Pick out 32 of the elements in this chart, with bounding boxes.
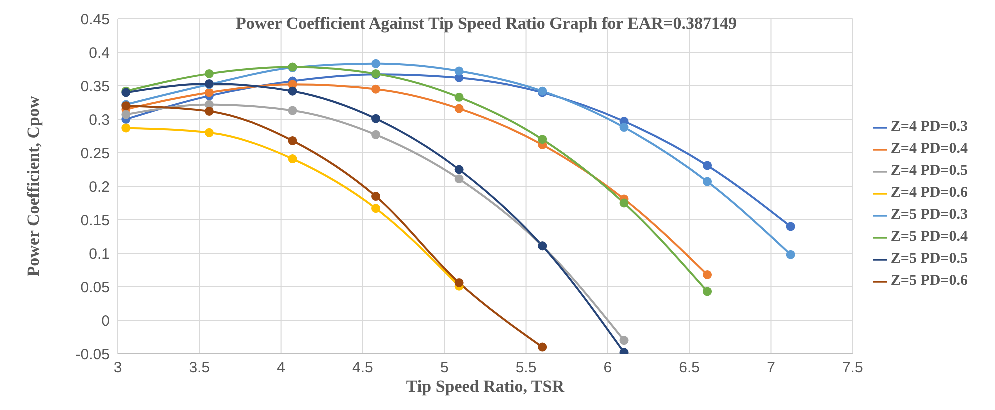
- y-tick-label: 0: [102, 312, 110, 330]
- y-tick-label: 0.35: [80, 78, 110, 96]
- x-tick-label: 3.5: [189, 360, 210, 377]
- x-tick-label: 5: [440, 360, 449, 377]
- y-tick-label: 0.3: [89, 112, 110, 129]
- legend-label: Z=5 PD=0.3: [890, 207, 968, 223]
- x-axis-title: Tip Speed Ratio, TSR: [406, 377, 566, 396]
- legend-label: Z=4 PD=0.3: [890, 119, 968, 135]
- legend-label: Z=5 PD=0.6: [890, 273, 968, 289]
- y-axis-title: Power Coefficient, Cpow: [24, 96, 44, 277]
- x-tick-label: 6: [604, 360, 612, 377]
- legend-label: Z=4 PD=0.6: [890, 185, 968, 201]
- x-tick-label: 5.5: [516, 360, 537, 377]
- legend-label: Z=5 PD=0.4: [890, 229, 968, 245]
- legend-label: Z=5 PD=0.5: [890, 251, 968, 267]
- y-tick-label: 0.4: [89, 44, 110, 62]
- y-tick-label: 0.2: [89, 178, 110, 196]
- x-tick-label: 7.5: [842, 360, 864, 377]
- x-tick-label: 4.5: [352, 360, 374, 377]
- x-tick-label: 7: [767, 360, 776, 377]
- y-tick-label: 0.05: [80, 279, 110, 296]
- chart-title: Power Coefficient Against Tip Speed Ratio Graph for EAR=0.387149: [235, 14, 738, 34]
- y-tick-label: 0.25: [80, 145, 110, 162]
- y-tick-label: -0.05: [76, 346, 110, 364]
- legend-label: Z=4 PD=0.5: [890, 163, 968, 179]
- x-tick-label: 4: [277, 360, 286, 377]
- x-tick-label: 3: [114, 360, 122, 377]
- y-tick-label: 0.45: [80, 11, 110, 28]
- y-tick-label: 0.15: [80, 212, 110, 230]
- y-tick-label: 0.1: [89, 246, 110, 263]
- legend-label: Z=4 PD=0.4: [890, 141, 968, 157]
- x-tick-label: 6.5: [679, 360, 700, 377]
